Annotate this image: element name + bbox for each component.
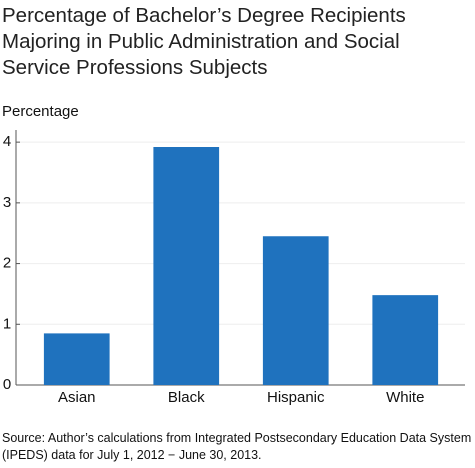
bar	[372, 295, 439, 385]
x-tick-label: Hispanic	[267, 389, 325, 406]
x-tick-label: Black	[168, 389, 205, 406]
bar	[43, 333, 110, 385]
bar	[262, 236, 329, 385]
chart: Percentage 0 1 2 3 4 Asian Black Hispanic White	[2, 103, 465, 406]
y-tick-label: 1	[3, 315, 11, 332]
y-tick-label: 3	[3, 194, 11, 211]
y-tick-label: 0	[3, 376, 11, 393]
y-tick-label: 2	[3, 255, 11, 272]
bar	[153, 147, 220, 385]
chart-title: Percentage of Bachelor’s Degree Recipien…	[2, 4, 406, 79]
x-tick-label: White	[386, 389, 424, 406]
y-axis-label: Percentage	[2, 103, 79, 120]
source-note: Source: Author’s calculations from Integ…	[2, 431, 472, 462]
x-tick-label: Asian	[58, 389, 96, 406]
y-tick-label: 4	[3, 133, 11, 150]
